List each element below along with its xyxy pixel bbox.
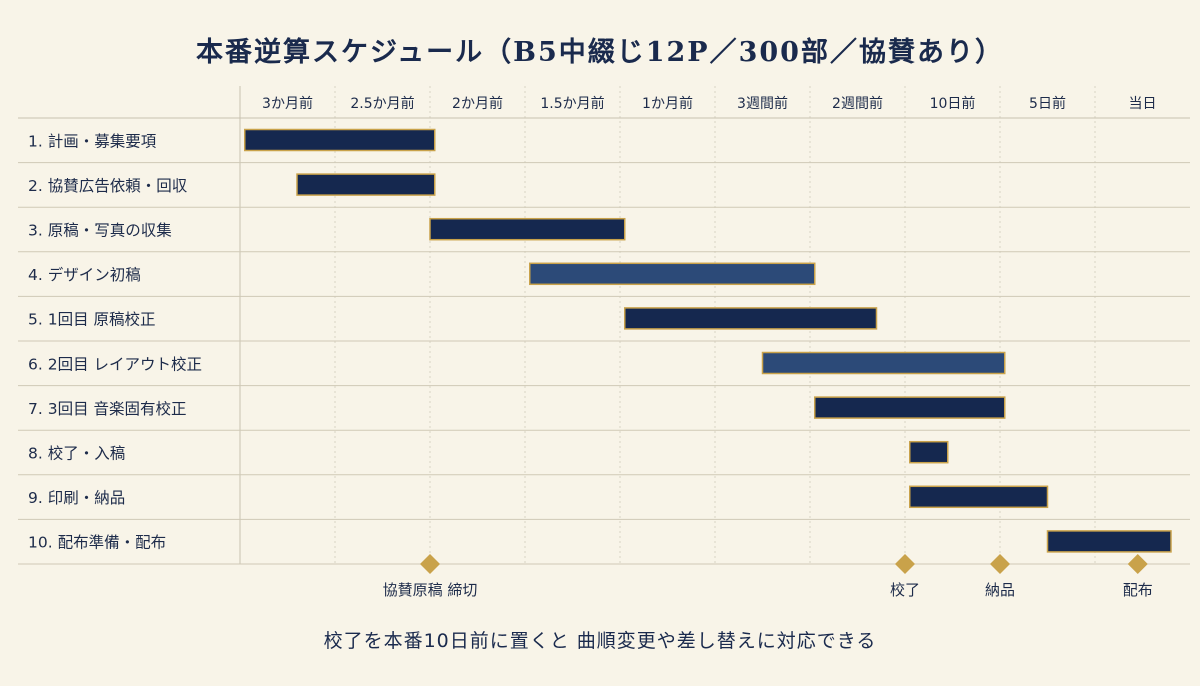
task-label: 9. 印刷・納品 [28,489,125,507]
column-header: 1か月前 [642,95,693,112]
task-bar [244,128,436,152]
task-bar [909,485,1049,509]
column-header: 10日前 [930,95,976,112]
column-header: 3週間前 [737,95,788,112]
task-bar [429,217,626,241]
task-label: 6. 2回目 レイアウト校正 [28,355,202,373]
task-label: 3. 原稿・写真の収集 [28,222,172,240]
milestone-label: 配布 [1123,581,1153,599]
milestone-label: 納品 [985,581,1015,599]
column-header: 2か月前 [452,95,503,112]
task-label: 2. 協賛広告依頼・回収 [28,177,188,195]
gantt-chart: 3か月前 2.5か月前 2か月前 1.5か月前 1か月前 3週間前 2週間前 10日前 5日前 当… [18,86,1190,599]
column-header: 当日 [1129,96,1157,112]
task-bar [761,351,1006,375]
milestone-marker [990,554,1010,574]
milestone-label: 校了 [890,581,920,599]
column-header: 2.5か月前 [350,95,414,112]
milestone-marker [895,554,915,574]
column-header: 5日前 [1029,95,1066,112]
task-label: 5. 1回目 原稿校正 [28,311,156,329]
task-label: 7. 3回目 音楽固有校正 [28,400,187,418]
chart-title: 本番逆算スケジュール（B5中綴じ12P／300部／協賛あり） [196,37,1004,68]
task-label: 8. 校了・入稿 [28,445,125,463]
column-header: 3か月前 [262,95,313,112]
milestone-marker [1127,554,1148,574]
footer-note: 校了を本番10日前に置くと 曲順変更や差し替えに対応できる [323,630,877,652]
task-bar [909,440,949,464]
task-bar [529,262,816,286]
column-header: 2週間前 [832,95,883,112]
milestone-marker [420,554,440,574]
task-bar [1046,530,1172,553]
task-bar [296,173,436,196]
task-label: 1. 計画・募集要項 [28,132,157,150]
task-bar [814,396,1006,419]
task-bar [624,307,878,330]
column-header: 1.5か月前 [540,95,604,112]
task-label: 10. 配布準備・配布 [28,534,166,552]
milestone-label: 協賛原稿 締切 [383,581,478,599]
task-label: 4. デザイン初稿 [28,265,141,284]
